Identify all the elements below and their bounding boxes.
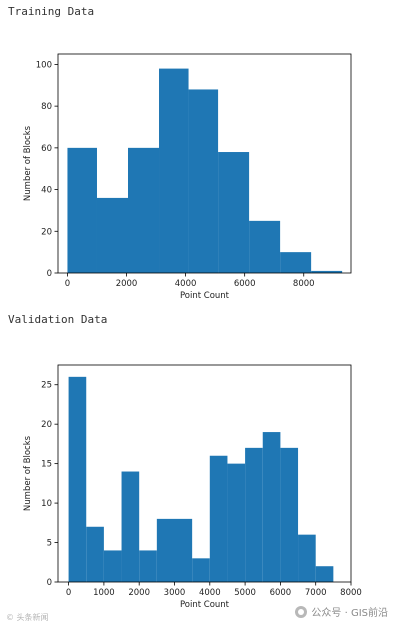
x-tick-label: 4000 <box>199 588 221 598</box>
histogram-bar <box>209 455 228 582</box>
y-tick-label: 60 <box>41 144 52 154</box>
histogram-bar <box>315 566 334 582</box>
x-tick-label: 2000 <box>116 279 138 289</box>
histogram-bar <box>192 558 210 582</box>
x-tick-label: 8000 <box>293 279 315 289</box>
histogram-bar <box>262 432 281 582</box>
histogram-bar <box>311 270 343 273</box>
x-tick-label: 0 <box>65 279 70 289</box>
histogram-bar <box>159 68 189 273</box>
histogram-bar <box>128 147 160 273</box>
x-axis-label: Point Count <box>180 291 230 301</box>
y-tick-label: 20 <box>41 420 52 430</box>
x-tick-label: 2000 <box>128 588 150 598</box>
y-tick-label: 15 <box>41 460 52 470</box>
histogram-bar <box>121 471 140 582</box>
x-tick-label: 3000 <box>164 588 186 598</box>
x-tick-label: 6000 <box>234 279 256 289</box>
histogram-bar <box>174 518 193 582</box>
histogram-bar <box>280 447 299 582</box>
watermark-right: 公众号 · GIS前沿 <box>295 604 388 619</box>
y-tick-label: 80 <box>41 102 52 112</box>
y-tick-label: 20 <box>41 227 52 237</box>
histogram-bar <box>103 550 122 582</box>
histogram-bar <box>139 550 157 582</box>
training-data-title: Training Data <box>8 5 95 18</box>
histogram-bar <box>86 526 104 582</box>
histogram-bar <box>68 376 87 582</box>
x-tick-label: 5000 <box>234 588 256 598</box>
y-tick-label: 10 <box>41 499 52 509</box>
y-tick-label: 0 <box>47 578 52 588</box>
x-tick-label: 0 <box>66 588 71 598</box>
histogram-bar <box>227 463 246 582</box>
y-tick-label: 25 <box>41 381 52 391</box>
plot-frame <box>57 364 352 583</box>
x-tick-label: 1000 <box>93 588 115 598</box>
histogram-bar <box>245 447 263 582</box>
y-tick-label: 40 <box>41 186 52 196</box>
watermark-right-text: 公众号 · GIS前沿 <box>311 608 388 619</box>
plot-frame <box>57 53 352 274</box>
histogram-bar <box>249 220 281 273</box>
x-tick-label: 6000 <box>270 588 292 598</box>
y-axis-label: Number of Blocks <box>23 125 33 201</box>
validation-histogram: 0 1000 2000 3000 4000 5000 6000 7000 8000 0 5 10 15 2… <box>23 364 362 610</box>
training-histogram: 0 2000 4000 6000 8000 0 20 40 60 80 100 Point Count… <box>23 53 352 301</box>
histogram-bar <box>280 252 312 273</box>
histogram-bar <box>67 147 97 273</box>
histogram-bar <box>156 518 175 582</box>
wechat-icon <box>295 605 308 618</box>
histogram-bar <box>96 197 129 273</box>
x-tick-label: 4000 <box>175 279 197 289</box>
validation-data-title: Validation Data <box>8 313 108 326</box>
y-axis-label: Number of Blocks <box>23 435 33 511</box>
x-tick-label: 7000 <box>305 588 327 598</box>
y-tick-label: 100 <box>36 60 52 70</box>
histogram-bar <box>188 89 219 273</box>
watermark-left: © 头条新闻 <box>6 613 49 622</box>
histogram-bar <box>218 152 250 273</box>
y-tick-label: 0 <box>47 269 52 279</box>
y-tick-label: 5 <box>47 539 52 549</box>
histogram-bar <box>298 534 316 582</box>
x-axis-label: Point Count <box>180 600 230 610</box>
x-tick-label: 8000 <box>340 588 362 598</box>
